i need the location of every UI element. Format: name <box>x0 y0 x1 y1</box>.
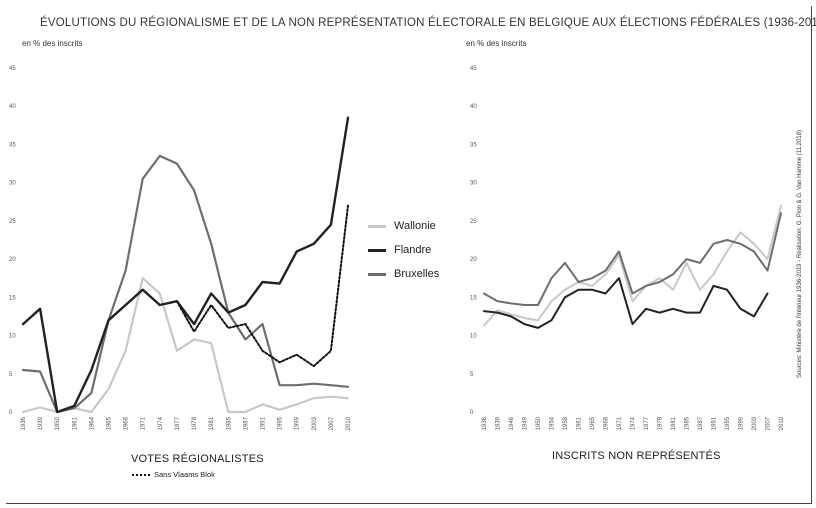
regional-xtick-1971: 1971 <box>141 416 147 430</box>
regional-xtick-1939: 1939 <box>38 416 44 430</box>
regional-xtick-1991: 1991 <box>260 416 266 430</box>
nonrep-xtick-1949: 1949 <box>523 416 529 430</box>
regional-xtick-1936: 1936 <box>21 416 27 430</box>
nonrep-ytick-30: 30 <box>470 181 477 187</box>
nonrep-series-flandre <box>483 277 769 329</box>
nonrep-ytick-40: 40 <box>470 104 477 110</box>
legend-swatch-flandre <box>368 248 386 252</box>
regional-ytick-10: 10 <box>9 334 16 340</box>
nonrep-series-bruxelles <box>483 212 782 306</box>
nonrep-ytick-20: 20 <box>470 257 477 263</box>
regional-xtick-1965: 1965 <box>107 416 113 430</box>
legend-label-wallonie: Wallonie <box>394 220 436 232</box>
regional-xtick-1981: 1981 <box>209 416 215 430</box>
nonrep-xtick-2010: 2010 <box>779 416 785 430</box>
nonrep-xtick-1985: 1985 <box>685 416 691 430</box>
regional-series-flandre <box>21 116 350 414</box>
nonrep-xtick-1999: 1999 <box>739 416 745 430</box>
nonrep-xtick-1950: 1950 <box>536 416 542 430</box>
nonrep-xtick-1961: 1961 <box>577 416 583 430</box>
legend-item-bruxelles: Bruxelles <box>368 262 439 286</box>
legend-item-flandre: Flandre <box>368 238 439 262</box>
right-chart-title: INSCRITS NON REPRÉSENTÉS <box>552 450 721 462</box>
legend-label-flandre: Flandre <box>394 244 432 256</box>
legend-label-bruxelles: Bruxelles <box>394 268 440 280</box>
regional-xtick-2003: 2003 <box>312 416 318 430</box>
regional-ytick-35: 35 <box>9 142 16 148</box>
nonrep-ytick-5: 5 <box>470 372 474 378</box>
nonrep-xtick-1971: 1971 <box>617 416 623 430</box>
nonrep-xtick-1965: 1965 <box>590 416 596 430</box>
regional-xtick-2010: 2010 <box>346 416 352 430</box>
nonrep-xtick-1991: 1991 <box>712 416 718 430</box>
regional-xtick-1985: 1985 <box>226 416 232 430</box>
dotted-line-swatch <box>132 474 150 477</box>
left-chart-title: VOTES RÉGIONALISTES <box>131 453 264 465</box>
nonrep-ytick-15: 15 <box>470 295 477 301</box>
nonrep-series-wallonie <box>483 204 782 327</box>
left-chart-ylabel: en % des inscrits <box>22 39 83 48</box>
nonrep-xtick-1954: 1954 <box>550 416 556 430</box>
regional-series-sans-vlaams-blok <box>175 204 349 368</box>
regional-xtick-2007: 2007 <box>329 416 335 430</box>
regional-xtick-1968: 1968 <box>124 416 130 430</box>
regional-ytick-0: 0 <box>9 410 13 416</box>
source-credit: Sources: Ministère de l'Intérieur 1936-2… <box>797 129 803 379</box>
regional-series-wallonie <box>21 277 350 414</box>
sans-vlaams-blok-label: Sans Vlaams Blok <box>154 470 215 479</box>
regional-xtick-1987: 1987 <box>243 416 249 430</box>
legend-swatch-bruxelles <box>368 272 386 276</box>
regional-xtick-1978: 1978 <box>192 416 198 430</box>
regional-xtick-1977: 1977 <box>175 416 181 430</box>
nonrep-xtick-1939: 1939 <box>496 416 502 430</box>
regional-xtick-1995: 1995 <box>278 416 284 430</box>
legend-swatch-wallonie <box>368 224 386 228</box>
regional-ytick-20: 20 <box>9 257 16 263</box>
nonrep-xtick-1936: 1936 <box>482 416 488 430</box>
nonrep-xtick-1958: 1958 <box>563 416 569 430</box>
regional-ytick-30: 30 <box>9 181 16 187</box>
sans-vlaams-blok-note: Sans Vlaams Blok <box>132 470 215 479</box>
regional-ytick-25: 25 <box>9 219 16 225</box>
regional-series-bruxelles <box>21 154 350 414</box>
regional-ytick-40: 40 <box>9 104 16 110</box>
nonrep-xtick-2003: 2003 <box>752 416 758 430</box>
nonrep-ytick-25: 25 <box>470 219 477 225</box>
nonrep-xtick-1974: 1974 <box>631 416 637 430</box>
regional-xtick-1961: 1961 <box>72 416 78 430</box>
nonrep-xtick-1946: 1946 <box>509 416 515 430</box>
regional-ytick-5: 5 <box>9 372 13 378</box>
nonrep-ytick-45: 45 <box>470 66 477 72</box>
nonrep-ytick-10: 10 <box>470 334 477 340</box>
legend: Wallonie Flandre Bruxelles <box>368 214 439 286</box>
figure-frame <box>6 6 812 504</box>
regional-xtick-1974: 1974 <box>158 416 164 430</box>
nonrep-xtick-2007: 2007 <box>766 416 772 430</box>
regional-xtick-1999: 1999 <box>295 416 301 430</box>
nonrep-xtick-1995: 1995 <box>725 416 731 430</box>
nonrep-xtick-1987: 1987 <box>698 416 704 430</box>
nonrep-ytick-35: 35 <box>470 142 477 148</box>
nonrep-xtick-1978: 1978 <box>658 416 664 430</box>
nonrep-xtick-1977: 1977 <box>644 416 650 430</box>
nonrep-xtick-1968: 1968 <box>604 416 610 430</box>
regional-ytick-45: 45 <box>9 66 16 72</box>
regional-xtick-1964: 1964 <box>89 416 95 430</box>
legend-item-wallonie: Wallonie <box>368 214 439 238</box>
nonrep-xtick-1981: 1981 <box>671 416 677 430</box>
figure-title: ÉVOLUTIONS DU RÉGIONALISME ET DE LA NON … <box>40 17 816 29</box>
regional-xtick-1950: 1950 <box>55 416 61 430</box>
regional-ytick-15: 15 <box>9 295 16 301</box>
right-chart-ylabel: en % des inscrits <box>466 39 527 48</box>
nonrep-ytick-0: 0 <box>470 410 474 416</box>
